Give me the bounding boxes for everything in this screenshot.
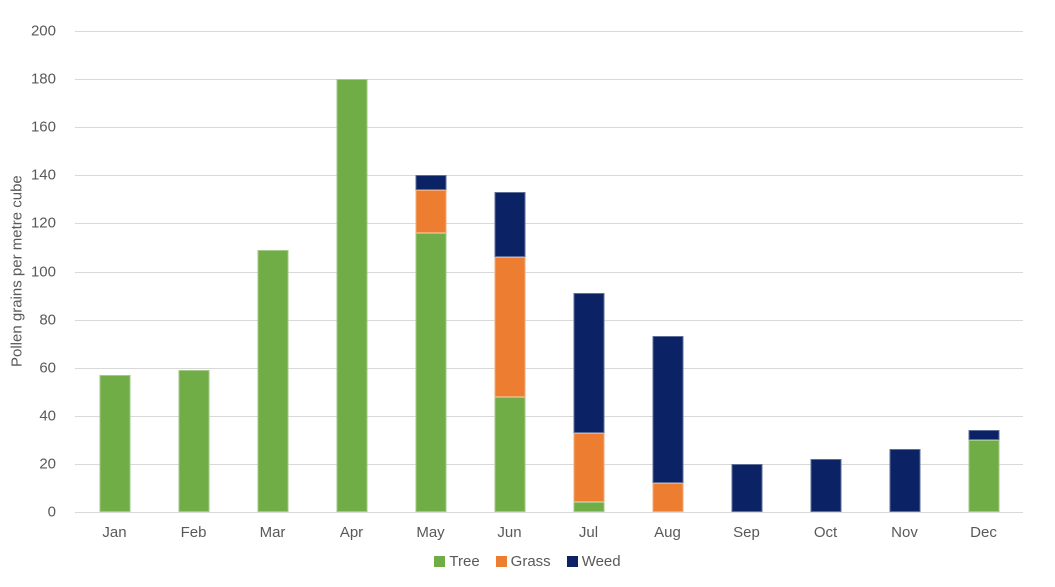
bar-segment-tree-jul: [573, 502, 604, 512]
bar-segment-weed-aug: [652, 336, 683, 484]
bar-mar: [257, 249, 288, 512]
y-tick-label-80: 80: [39, 311, 56, 329]
x-tick-label-may: May: [416, 524, 445, 541]
bar-jun: [494, 192, 525, 512]
bar-oct: [810, 459, 841, 512]
x-tick-label-jun: Jun: [497, 524, 522, 541]
bar-may: [415, 175, 446, 512]
bar-dec: [968, 430, 999, 512]
gridline-160: [75, 127, 1023, 129]
x-tick-label-jan: Jan: [102, 524, 127, 541]
bar-segment-tree-jun: [494, 396, 525, 512]
x-tick-label-aug: Aug: [654, 524, 681, 541]
y-tick-label-140: 140: [30, 166, 56, 184]
gridline-100: [75, 271, 1023, 273]
x-tick-label-dec: Dec: [970, 524, 997, 541]
gridline-0: [75, 512, 1023, 513]
y-tick-label-60: 60: [39, 359, 56, 377]
bar-segment-tree-mar: [257, 249, 288, 512]
legend-label-tree: Tree: [449, 553, 480, 570]
y-tick-label-40: 40: [39, 407, 56, 425]
bar-segment-tree-dec: [968, 439, 999, 512]
x-axis-labels: Jan Feb Mar Apr May Jun Jul Aug Sep Oct Nov Dec: [75, 524, 1023, 541]
bar-segment-grass-aug: [652, 483, 683, 512]
y-tick-label-100: 100: [30, 263, 56, 280]
legend-item-grass: Grass: [495, 553, 551, 570]
x-tick-label-mar: Mar: [259, 524, 286, 541]
bar-group-jan: [75, 31, 154, 512]
bar-nov: [889, 449, 920, 512]
gridline-80: [75, 319, 1023, 321]
bar-group-jun: [470, 31, 549, 512]
x-tick-label-jul: Jul: [578, 524, 599, 541]
legend-label-grass: Grass: [510, 553, 551, 570]
bar-segment-weed-jul: [573, 293, 604, 433]
bar-segment-tree-apr: [336, 79, 367, 512]
bar-segment-weed-may: [415, 175, 446, 190]
x-tick-label-nov: Nov: [891, 524, 918, 541]
x-tick-label-feb: Feb: [180, 524, 207, 541]
bar-sep: [731, 463, 762, 512]
bar-segment-weed-jun: [494, 192, 525, 258]
legend-label-weed: Weed: [581, 553, 621, 570]
bar-segment-tree-feb: [178, 370, 209, 512]
bar-group-may: [391, 31, 470, 512]
bar-segment-weed-dec: [968, 430, 999, 440]
legend: Tree Grass Weed: [0, 553, 1055, 570]
legend-item-weed: Weed: [566, 553, 621, 570]
gridline-180: [75, 79, 1023, 81]
y-tick-label-200: 200: [30, 22, 56, 40]
bar-jul: [573, 293, 604, 512]
legend-swatch-grass: [495, 556, 507, 567]
x-tick-label-apr: Apr: [339, 524, 364, 541]
bars-container: [75, 31, 1023, 512]
bar-segment-grass-jul: [573, 432, 604, 503]
bar-group-oct: [786, 31, 865, 512]
bar-segment-tree-may: [415, 233, 446, 512]
gridline-120: [75, 223, 1023, 225]
bar-group-sep: [707, 31, 786, 512]
x-tick-label-oct: Oct: [813, 524, 838, 541]
legend-swatch-tree: [434, 556, 446, 567]
bar-segment-weed-nov: [889, 449, 920, 512]
y-tick-label-180: 180: [30, 70, 56, 88]
legend-item-tree: Tree: [434, 553, 480, 570]
bar-segment-tree-jan: [99, 374, 130, 512]
bar-group-jul: [549, 31, 628, 512]
bar-group-apr: [312, 31, 391, 512]
y-tick-label-20: 20: [39, 455, 56, 473]
bar-group-aug: [628, 31, 707, 512]
bar-aug: [652, 336, 683, 512]
gridline-140: [75, 175, 1023, 177]
bar-segment-weed-sep: [731, 463, 762, 512]
bar-group-dec: [944, 31, 1023, 512]
bar-group-feb: [154, 31, 233, 512]
bar-group-nov: [865, 31, 944, 512]
bar-group-mar: [233, 31, 312, 512]
y-tick-label-0: 0: [47, 503, 56, 521]
gridline-40: [75, 415, 1023, 417]
bar-segment-grass-may: [415, 189, 446, 234]
y-tick-label-160: 160: [30, 118, 56, 136]
bar-jan: [99, 374, 130, 512]
x-tick-label-sep: Sep: [733, 524, 760, 541]
bar-feb: [178, 370, 209, 512]
gridline-200: [75, 31, 1023, 32]
bar-apr: [336, 79, 367, 512]
y-tick-label-120: 120: [30, 214, 56, 232]
plot-area: [75, 31, 1023, 513]
bar-segment-weed-oct: [810, 459, 841, 512]
gridline-20: [75, 463, 1023, 465]
bar-segment-grass-jun: [494, 257, 525, 397]
legend-swatch-weed: [566, 556, 578, 567]
gridline-60: [75, 367, 1023, 369]
